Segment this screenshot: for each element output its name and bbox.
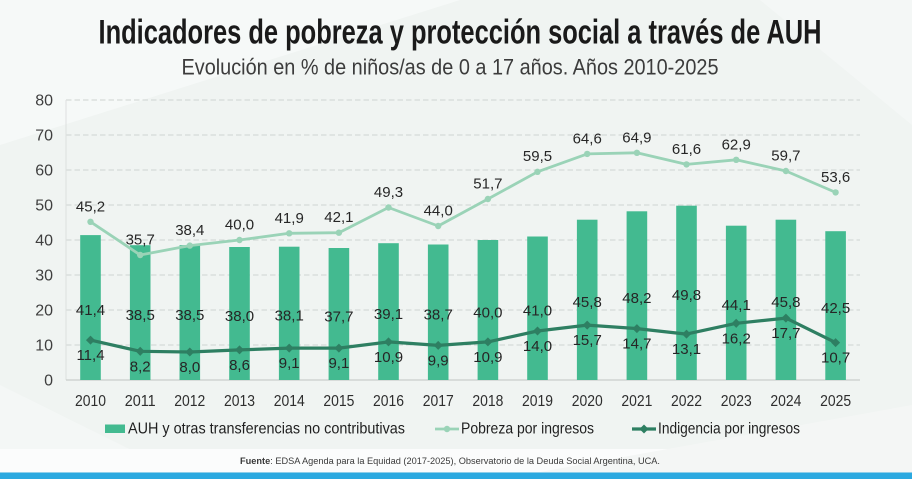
svg-text:0: 0 [44,373,53,390]
svg-text:14,0: 14,0 [523,338,552,355]
svg-text:38,5: 38,5 [126,307,155,324]
svg-text:2018: 2018 [472,393,503,410]
svg-text:38,5: 38,5 [175,307,204,324]
svg-text:61,6: 61,6 [672,141,701,158]
svg-text:50: 50 [35,198,53,215]
svg-text:AUH y otras transferencias no: AUH y otras transferencias no contributi… [128,421,405,438]
svg-text:62,9: 62,9 [722,136,751,153]
svg-text:53,6: 53,6 [821,169,850,186]
svg-text:Fuente: EDSA Agenda para la Eq: Fuente: EDSA Agenda para la Equidad (201… [240,456,660,467]
svg-text:Pobreza por ingresos: Pobreza por ingresos [461,421,594,438]
svg-text:20: 20 [35,303,53,320]
svg-text:14,7: 14,7 [622,336,651,353]
svg-text:64,6: 64,6 [573,130,602,147]
svg-text:2012: 2012 [174,393,205,410]
svg-text:60: 60 [35,163,53,180]
svg-text:80: 80 [35,93,53,110]
svg-text:8,6: 8,6 [229,357,250,374]
svg-text:41,9: 41,9 [275,210,304,227]
svg-text:9,1: 9,1 [328,355,349,372]
svg-text:45,8: 45,8 [771,294,800,311]
svg-text:2020: 2020 [572,393,603,410]
svg-text:Indigencia por ingresos: Indigencia por ingresos [658,421,800,438]
svg-text:2013: 2013 [224,393,255,410]
svg-text:44,1: 44,1 [722,297,751,314]
svg-text:40,0: 40,0 [473,304,502,321]
svg-text:51,7: 51,7 [473,176,502,193]
svg-text:2022: 2022 [671,393,702,410]
svg-text:45,2: 45,2 [76,198,105,215]
svg-text:9,1: 9,1 [279,355,300,372]
svg-text:39,1: 39,1 [374,306,403,323]
svg-text:41,0: 41,0 [523,303,552,320]
svg-text:41,4: 41,4 [76,302,105,319]
svg-text:10,9: 10,9 [473,349,502,366]
svg-text:2014: 2014 [274,393,305,410]
svg-text:10,7: 10,7 [821,350,850,367]
svg-text:44,0: 44,0 [424,203,453,220]
svg-text:40: 40 [35,233,53,250]
svg-text:Evolución en % de niños/as de: Evolución en % de niños/as de 0 a 17 año… [182,55,719,80]
svg-text:2021: 2021 [621,393,652,410]
svg-text:40,0: 40,0 [225,217,254,234]
svg-text:42,5: 42,5 [821,300,850,317]
svg-text:70: 70 [35,128,53,145]
svg-text:2016: 2016 [373,393,404,410]
svg-text:59,5: 59,5 [523,148,552,165]
svg-text:48,2: 48,2 [622,290,651,307]
svg-text:2023: 2023 [721,393,752,410]
svg-text:64,9: 64,9 [622,129,651,146]
svg-text:38,7: 38,7 [424,307,453,324]
svg-text:49,3: 49,3 [374,184,403,201]
svg-text:30: 30 [35,268,53,285]
svg-text:13,1: 13,1 [672,341,701,358]
svg-text:37,7: 37,7 [324,308,353,325]
svg-text:38,1: 38,1 [275,308,304,325]
svg-text:35,7: 35,7 [126,232,155,249]
svg-text:10,9: 10,9 [374,349,403,366]
svg-text:2025: 2025 [820,393,851,410]
svg-text:38,4: 38,4 [175,222,204,239]
svg-text:15,7: 15,7 [573,332,602,349]
svg-text:2019: 2019 [522,393,553,410]
svg-text:9,9: 9,9 [428,352,449,369]
svg-text:42,1: 42,1 [324,209,353,226]
svg-text:45,8: 45,8 [573,294,602,311]
svg-text:8,0: 8,0 [179,359,200,376]
svg-text:2015: 2015 [323,393,354,410]
svg-text:8,2: 8,2 [130,358,151,375]
svg-text:2024: 2024 [770,393,801,410]
svg-text:16,2: 16,2 [722,330,751,347]
svg-text:11,4: 11,4 [76,347,104,364]
svg-text:17,7: 17,7 [771,325,800,342]
svg-text:2017: 2017 [423,393,454,410]
svg-text:10: 10 [35,338,53,355]
svg-text:49,8: 49,8 [672,287,701,304]
svg-text:2011: 2011 [125,393,156,410]
svg-text:38,0: 38,0 [225,308,254,325]
svg-text:59,7: 59,7 [771,148,800,165]
svg-text:2010: 2010 [75,393,106,410]
svg-text:Indicadores de pobreza y prote: Indicadores de pobreza y protección soci… [99,14,822,52]
